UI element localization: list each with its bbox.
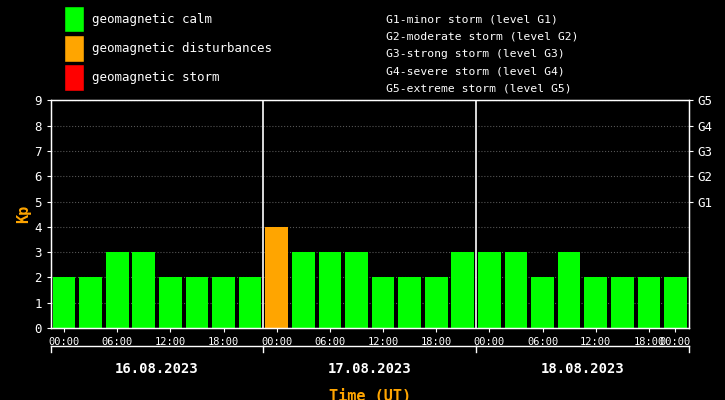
Bar xyxy=(159,278,182,328)
Bar xyxy=(292,252,315,328)
Bar xyxy=(106,252,128,328)
Bar xyxy=(637,278,660,328)
Text: 16.08.2023: 16.08.2023 xyxy=(115,362,199,376)
Bar xyxy=(558,252,581,328)
Bar xyxy=(372,278,394,328)
Bar xyxy=(425,278,447,328)
Text: G2-moderate storm (level G2): G2-moderate storm (level G2) xyxy=(386,32,579,42)
Bar xyxy=(186,278,208,328)
Text: G3-strong storm (level G3): G3-strong storm (level G3) xyxy=(386,49,565,59)
Bar xyxy=(53,278,75,328)
Bar xyxy=(531,278,554,328)
Text: G1-minor storm (level G1): G1-minor storm (level G1) xyxy=(386,15,558,25)
Text: G5-extreme storm (level G5): G5-extreme storm (level G5) xyxy=(386,84,571,94)
Bar xyxy=(452,252,474,328)
Bar xyxy=(318,252,341,328)
Bar xyxy=(398,278,421,328)
FancyBboxPatch shape xyxy=(64,35,84,62)
FancyBboxPatch shape xyxy=(64,64,84,91)
FancyBboxPatch shape xyxy=(64,6,84,32)
Text: G4-severe storm (level G4): G4-severe storm (level G4) xyxy=(386,66,565,76)
Bar xyxy=(239,278,262,328)
Bar xyxy=(212,278,235,328)
Y-axis label: Kp: Kp xyxy=(17,205,31,223)
Bar xyxy=(611,278,634,328)
Bar xyxy=(505,252,527,328)
Bar xyxy=(265,227,288,328)
Bar xyxy=(478,252,501,328)
Bar xyxy=(584,278,607,328)
Text: 17.08.2023: 17.08.2023 xyxy=(328,362,412,376)
Bar xyxy=(345,252,368,328)
Bar xyxy=(79,278,102,328)
Bar xyxy=(133,252,155,328)
Text: 18.08.2023: 18.08.2023 xyxy=(541,362,624,376)
Bar xyxy=(664,278,687,328)
Text: geomagnetic storm: geomagnetic storm xyxy=(92,71,220,84)
Text: geomagnetic disturbances: geomagnetic disturbances xyxy=(92,42,272,55)
Text: Time (UT): Time (UT) xyxy=(328,390,411,400)
Text: geomagnetic calm: geomagnetic calm xyxy=(92,12,212,26)
